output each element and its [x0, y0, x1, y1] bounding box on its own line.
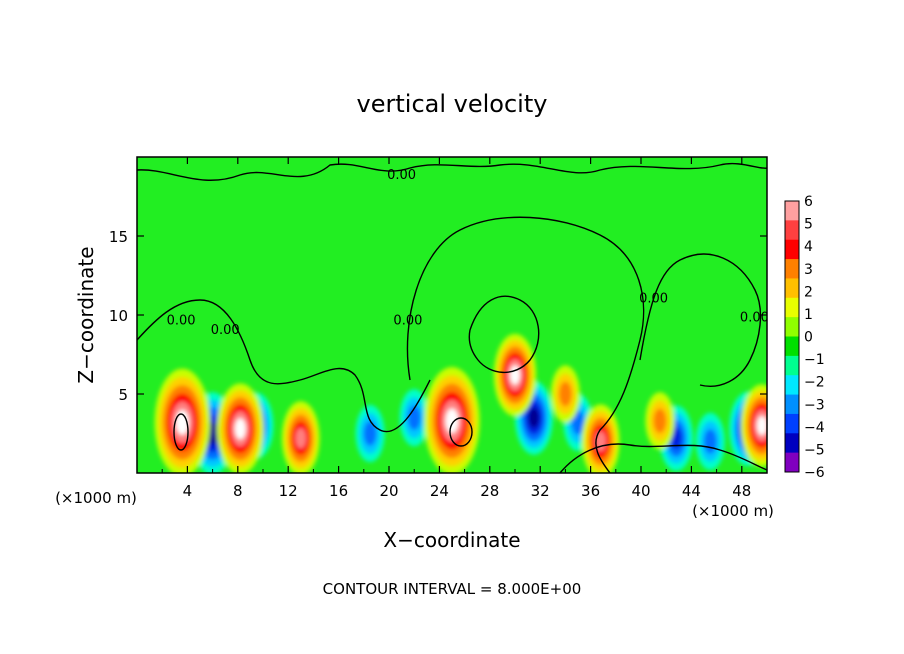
updraft-ring	[559, 381, 572, 407]
x-tick-label: 48	[732, 482, 751, 500]
downdraft-ring	[571, 410, 585, 435]
colorbar-tick-label: 3	[804, 262, 813, 278]
x-tick-label: 24	[430, 482, 449, 500]
downdraft-ring	[704, 429, 717, 454]
updraft-ring	[653, 408, 667, 434]
downdraft-ring	[407, 405, 421, 430]
colorbar-swatch	[785, 433, 799, 454]
zero-contour-upper	[137, 162, 767, 181]
colorbar-tick-label: −6	[804, 465, 825, 481]
colorbar-tick-label: −1	[804, 352, 825, 368]
colorbar-tick-label: −2	[804, 375, 825, 391]
colorbar-swatch	[785, 259, 799, 279]
colorbar-tick-label: 2	[804, 284, 813, 300]
x-tick-label: 12	[279, 482, 298, 500]
zero-contour-inner	[468, 295, 540, 374]
x-tick-label: 20	[379, 482, 398, 500]
colorbar-tick-label: 4	[804, 239, 813, 255]
contour-value-label: 0.00	[167, 313, 196, 328]
x-tick-label: 8	[233, 482, 243, 500]
y-tick-label: 15	[109, 228, 128, 246]
downdraft-ring	[528, 407, 540, 428]
colorbar-swatch	[785, 220, 799, 241]
colorbar-swatch	[785, 355, 799, 376]
contour-interval-label: CONTOUR INTERVAL = 8.000E+00	[323, 580, 582, 598]
contour-value-label: 0.00	[211, 323, 240, 338]
updraft-ring	[510, 365, 520, 385]
colorbar-tick-label: 0	[804, 330, 813, 346]
colorbar-tick-label: 6	[804, 194, 813, 210]
colorbar-frame	[784, 200, 800, 473]
colorbar-swatch	[785, 375, 799, 396]
updraft-ring	[757, 416, 767, 436]
chart-title: vertical velocity	[357, 90, 548, 118]
x-tick-label: 4	[183, 482, 193, 500]
x-unit-label-left: (×1000 m)	[55, 489, 137, 507]
x-tick-label: 28	[480, 482, 499, 500]
colorbar-swatch	[785, 452, 799, 473]
colorbar-swatch	[785, 413, 799, 434]
colorbar-swatch	[785, 297, 799, 318]
y-tick-label: 10	[109, 307, 128, 325]
zero-contour-right	[639, 253, 762, 387]
contour-value-label: 0.00	[393, 313, 422, 328]
updraft-ring	[175, 410, 189, 435]
colorbar-swatch	[785, 317, 799, 337]
colorbar-swatch	[785, 336, 799, 357]
downdraft-ring	[670, 427, 682, 450]
y-axis-title: Z−coordinate	[74, 246, 98, 383]
x-tick-label: 16	[329, 482, 348, 500]
colorbar-swatch	[785, 278, 799, 299]
x-tick-label: 40	[631, 482, 650, 500]
contour-value-label: 0.00	[740, 310, 769, 325]
contour-value-label: 0.00	[387, 168, 416, 183]
velocity-field: 0.00 0.00 0.00 0.00 0.00 0.00	[137, 157, 769, 473]
contour-value-label: 0.00	[639, 291, 668, 306]
x-tick-label: 32	[531, 482, 550, 500]
y-tick-label: 5	[118, 386, 128, 404]
x-tick-label: 44	[682, 482, 701, 500]
x-tick-label: 36	[581, 482, 600, 500]
colorbar-swatch	[785, 239, 799, 260]
colorbar-swatch	[785, 394, 799, 415]
colorbar-tick-label: −4	[804, 420, 825, 436]
downdraft-ring	[363, 421, 377, 446]
colorbar-tick-label: 5	[804, 217, 813, 233]
x-unit-label-right: (×1000 m)	[692, 502, 774, 520]
zero-contour-dome	[406, 216, 645, 473]
updraft-ring	[295, 428, 306, 449]
colorbar: 6 5 4 3 2 1 0 −1 −2 −3 −4 −5 −6	[784, 194, 825, 481]
zero-contour-low-right	[559, 443, 767, 473]
max-contour-center	[449, 417, 473, 447]
zero-contour-mid-left	[137, 299, 431, 433]
colorbar-tick-label: 1	[804, 307, 813, 323]
updraft-ring	[234, 418, 246, 440]
colorbar-swatch	[785, 201, 799, 221]
updraft-ring	[445, 408, 459, 434]
max-contour-left	[173, 413, 189, 451]
colorbar-tick-label: −3	[804, 397, 825, 413]
x-axis-title: X−coordinate	[383, 528, 520, 552]
colorbar-tick-label: −5	[804, 442, 825, 458]
